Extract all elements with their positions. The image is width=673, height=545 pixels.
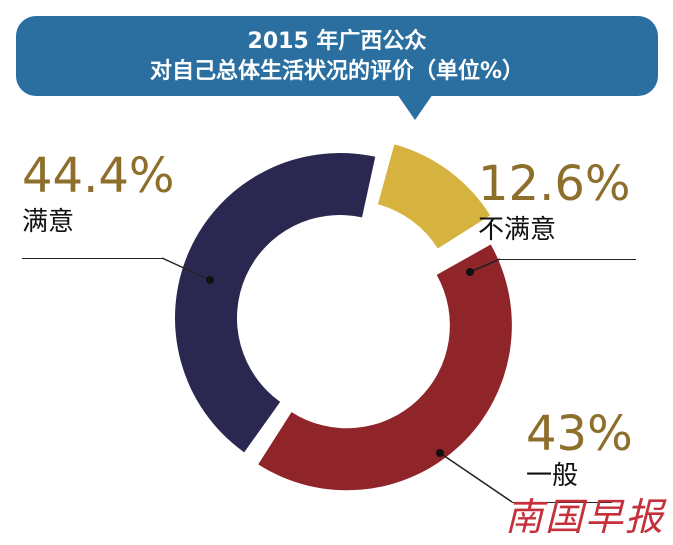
leader-line-average	[512, 502, 612, 503]
label-average-percent: 43%	[526, 406, 633, 462]
title-bubble-tail	[397, 94, 433, 120]
leader-line-segment	[439, 452, 513, 503]
label-not-satisfied: 不满意	[478, 215, 557, 245]
chart-title-line1: 2015 年广西公众	[247, 29, 427, 54]
leader-dot-not-satisfied	[466, 268, 474, 276]
leader-line-not-satisfied	[500, 259, 636, 260]
leader-dot-average	[436, 449, 444, 457]
leader-line-satisfied	[22, 258, 162, 259]
donut-slice-not-satisfied	[377, 144, 491, 249]
label-not-satisfied-percent: 12.6%	[478, 156, 631, 212]
newspaper-watermark-logo: 南国早报	[505, 495, 666, 539]
label-average: 一般	[526, 461, 579, 491]
leader-dot-satisfied	[206, 276, 214, 284]
label-satisfied-percent: 44.4%	[22, 148, 175, 204]
leader-line-segment	[161, 257, 211, 281]
title-bubble	[16, 16, 658, 96]
chart-title-line2: 对自己总体生活状况的评价（单位%）	[149, 59, 525, 84]
donut-slice-satisfied	[174, 152, 376, 453]
donut-slice-average	[258, 244, 512, 491]
leader-line-segment	[469, 258, 501, 273]
label-satisfied: 满意	[22, 207, 75, 237]
